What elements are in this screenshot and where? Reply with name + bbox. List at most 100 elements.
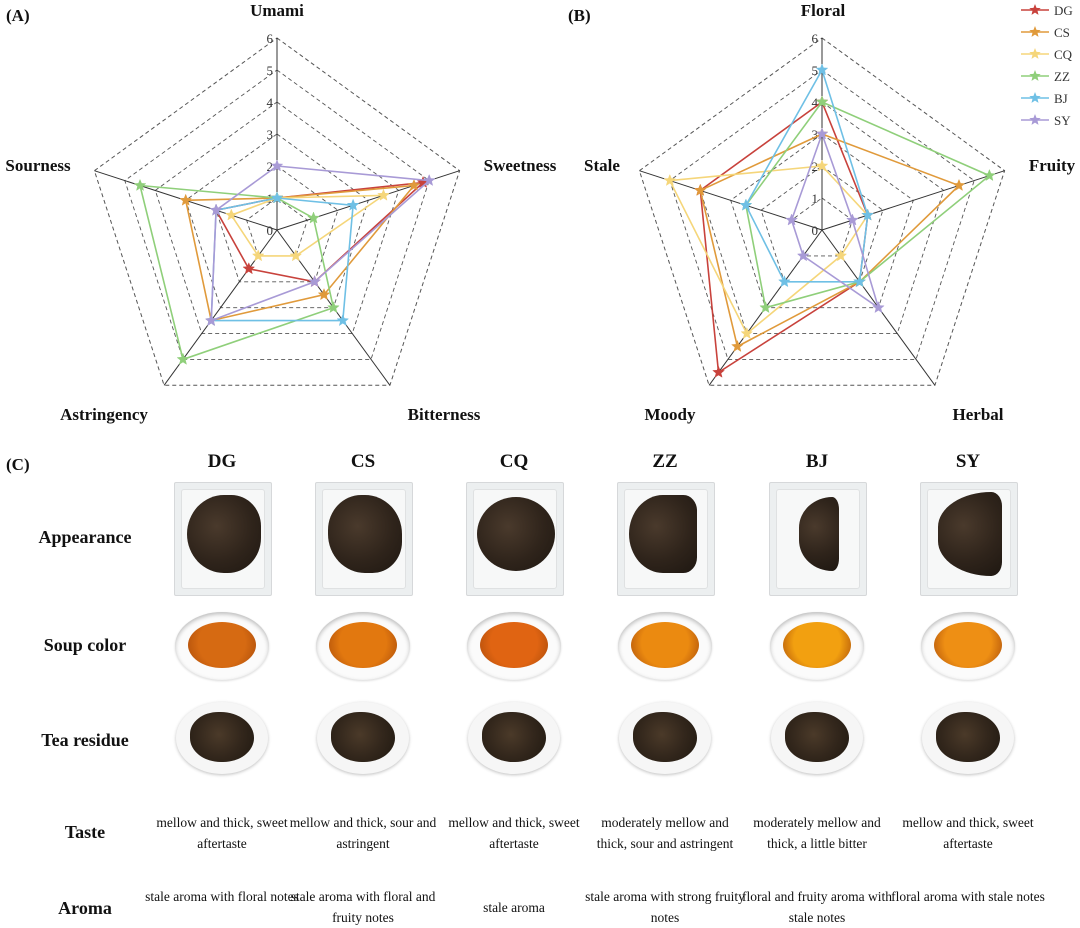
data-point-cs <box>693 183 707 196</box>
tea-soup <box>934 622 1002 668</box>
sample-header: CS <box>350 451 376 472</box>
series-line-sy <box>790 131 880 310</box>
tick-label: 0 <box>267 223 274 238</box>
sample-header: DG <box>207 451 237 472</box>
tea-leaves <box>936 712 1000 762</box>
series-line-zz <box>138 184 335 361</box>
residue-photo <box>468 702 560 774</box>
series-line-cs <box>699 133 961 348</box>
panel-label-b: (B) <box>568 6 591 25</box>
tray-surface <box>624 489 708 589</box>
data-point-bj <box>815 63 829 76</box>
legend-label: CQ <box>1054 47 1073 62</box>
soup-photo <box>175 612 269 680</box>
tick-label: 6 <box>267 31 274 46</box>
tea-leaves <box>633 712 697 762</box>
tray-surface <box>927 489 1011 589</box>
tea-soup <box>631 622 699 668</box>
data-point-sy <box>209 203 223 216</box>
tick-label: 2 <box>267 159 274 174</box>
legend-label: SY <box>1054 113 1071 128</box>
legend-marker <box>1029 26 1041 37</box>
residue-photo <box>176 702 268 774</box>
tea-soup <box>188 622 256 668</box>
data-point-bj <box>778 275 791 288</box>
axis-label: Bitterness <box>408 405 481 424</box>
tick-label: 5 <box>812 63 819 78</box>
data-point-cq <box>251 249 265 262</box>
panel-label-a: (A) <box>6 6 30 25</box>
panel-label-c: (C) <box>6 455 30 474</box>
data-point-bj <box>739 198 753 211</box>
grid-ring <box>638 37 1006 386</box>
legend-label: DG <box>1054 3 1073 18</box>
residue-photo <box>619 702 711 774</box>
data-point-cs <box>317 288 331 301</box>
tick-label: 4 <box>812 95 819 110</box>
residue-photo <box>922 702 1014 774</box>
sample-header: CQ <box>499 451 529 472</box>
axis-label: Moody <box>645 405 697 424</box>
aroma-text: stale aroma with floral notes <box>145 889 299 904</box>
taste-text: mellow and thick, sour and astringent <box>289 815 437 851</box>
sample-header: BJ <box>805 451 829 472</box>
series-line-bj <box>744 67 869 283</box>
data-point-zz <box>759 301 772 314</box>
tick-label: 6 <box>812 31 819 46</box>
legend-label: BJ <box>1054 91 1068 106</box>
appearance-photo <box>174 482 272 596</box>
tray-surface <box>776 489 860 589</box>
tea-leaves <box>331 712 395 762</box>
data-point-sy <box>308 275 321 288</box>
tea-cake <box>799 497 839 571</box>
soup-photo <box>316 612 410 680</box>
aroma-text: stale aroma with strong fruity notes <box>585 889 745 925</box>
soup-photo <box>467 612 561 680</box>
data-point-zz <box>815 95 829 108</box>
tick-label: 5 <box>267 63 274 78</box>
aroma-text: floral aroma with stale notes <box>891 889 1045 904</box>
taste-text: moderately mellow and thick, a little bi… <box>753 815 881 851</box>
tea-leaves <box>190 712 254 762</box>
data-point-cq <box>740 326 754 339</box>
radar-chart-a: 0123456UmamiSweetnessBitternessAstringen… <box>5 1 556 424</box>
appearance-photo <box>920 482 1018 596</box>
data-point-cq <box>663 173 677 186</box>
data-point-dg <box>712 365 725 378</box>
tray-surface <box>181 489 265 589</box>
row-header-tea-residue: Tea residue <box>41 730 129 750</box>
legend-marker <box>1029 92 1041 103</box>
axis-label: Sweetness <box>484 156 557 175</box>
tea-leaves <box>785 712 849 762</box>
legend-marker <box>1029 114 1041 125</box>
data-point-bj <box>861 208 875 221</box>
grid-ring <box>791 197 853 257</box>
tea-cake <box>938 492 1002 576</box>
data-point-sy <box>796 249 810 262</box>
axis-label: Herbal <box>953 405 1004 424</box>
tray-surface <box>473 489 557 589</box>
tea-soup <box>480 622 548 668</box>
tea-cake <box>187 495 261 573</box>
sample-header: ZZ <box>652 451 678 472</box>
row-header-soup-color: Soup color <box>43 635 127 655</box>
legend-marker <box>1029 4 1041 15</box>
data-point-cq <box>377 188 390 201</box>
data-point-sy <box>846 213 859 226</box>
taste-text: mellow and thick, sweet aftertaste <box>448 815 580 851</box>
data-point-bj <box>346 198 360 211</box>
data-point-cq <box>815 159 829 172</box>
axis-label: Sourness <box>5 156 71 175</box>
legend-marker <box>1029 48 1041 59</box>
data-point-cq <box>289 249 303 262</box>
data-point-bj <box>336 313 350 327</box>
data-point-sy <box>815 127 829 140</box>
data-point-bj <box>270 191 284 204</box>
tea-cake <box>477 497 555 571</box>
grid-ring <box>93 37 461 386</box>
data-point-zz <box>307 211 320 224</box>
soup-photo <box>618 612 712 680</box>
axis-label: Floral <box>801 1 846 20</box>
taste-text: moderately mellow and thick, sour and as… <box>596 815 734 851</box>
data-point-zz <box>176 352 190 365</box>
